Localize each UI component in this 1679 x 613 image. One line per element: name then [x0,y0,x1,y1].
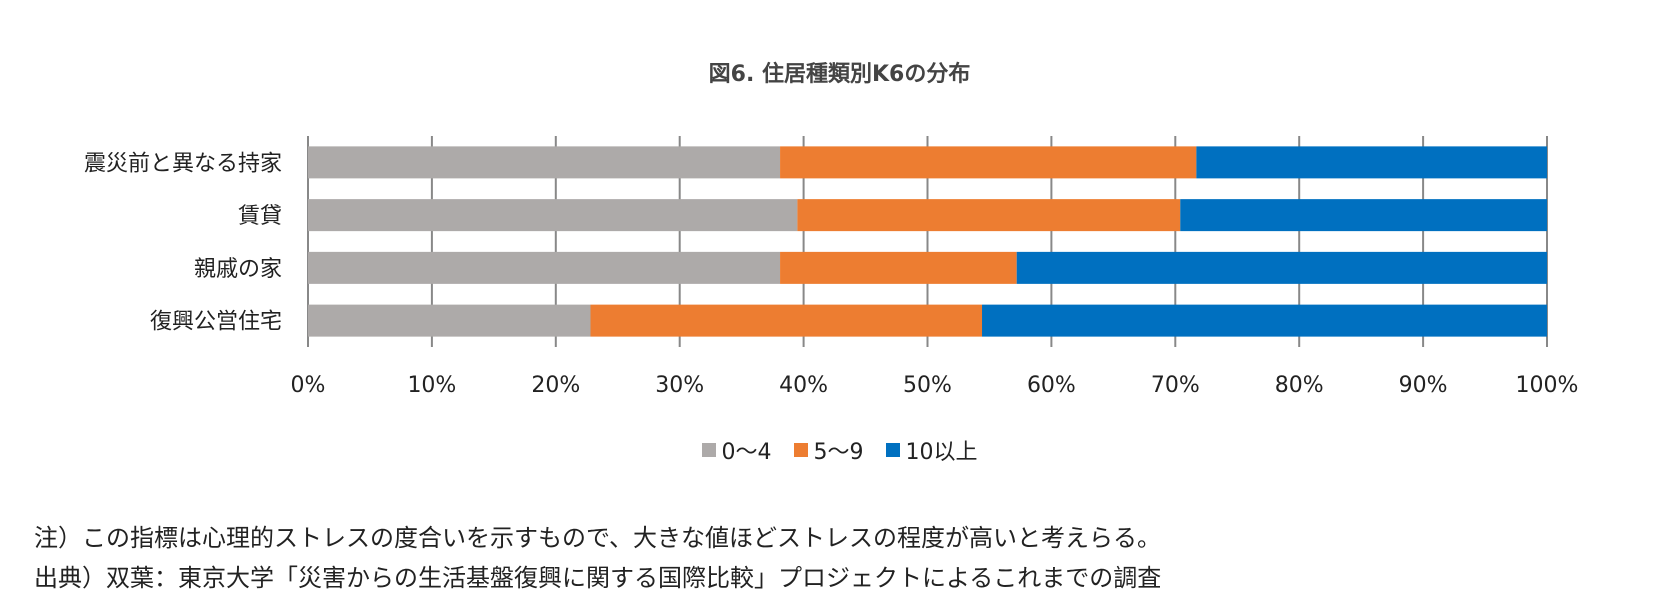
x-tick-label: 50% [903,373,952,398]
x-tick-label: 10% [407,373,456,398]
legend-item: 5～9 [793,434,864,466]
x-tick-label: 40% [779,373,828,398]
category-label: 震災前と異なる持家 [84,151,282,176]
legend: 0～4 5～9 10以上 [0,434,1679,466]
x-tick-label: 60% [1027,373,1076,398]
note-text: 注）この指標は心理的ストレスの度合いを示すもので、大きな値ほどストレスの程度が高… [34,524,1162,552]
chart-title: 図6. 住居種類別K6の分布 [708,62,971,87]
legend-label: 10以上 [905,440,978,465]
category-label: 親戚の家 [194,257,282,282]
source-text: 出典）双葉：東京大学「災害からの生活基盤復興に関する国際比較」プロジェクトによる… [34,564,1162,592]
legend-label: 5～9 [813,440,864,465]
legend-swatch [885,443,900,457]
bar-segment [780,251,1017,284]
x-tick-label: 0% [291,373,326,398]
bar-segment [797,199,1181,232]
legend-swatch [701,443,716,457]
legend-swatch [793,443,808,457]
x-tick-label: 100% [1516,373,1579,398]
x-tick-label: 20% [531,373,580,398]
bar-segment [1016,251,1547,284]
legend-item: 10以上 [885,434,978,466]
bar-segment [1196,146,1547,179]
bar-segment [982,304,1547,337]
bar-segment [308,304,591,337]
x-tick-label: 90% [1399,373,1448,398]
bar-segment [308,199,798,232]
legend-label: 0～4 [721,440,772,465]
bar-segment [590,304,983,337]
x-tick-label: 80% [1275,373,1324,398]
bar-segment [308,146,781,179]
legend-item: 0～4 [701,434,772,466]
bar-segment [1180,199,1547,232]
category-label: 復興公営住宅 [150,310,282,335]
x-tick-label: 70% [1151,373,1200,398]
bar-segment [308,251,781,284]
category-label: 賃貸 [238,204,282,229]
x-tick-label: 30% [655,373,704,398]
bar-segment [780,146,1197,179]
